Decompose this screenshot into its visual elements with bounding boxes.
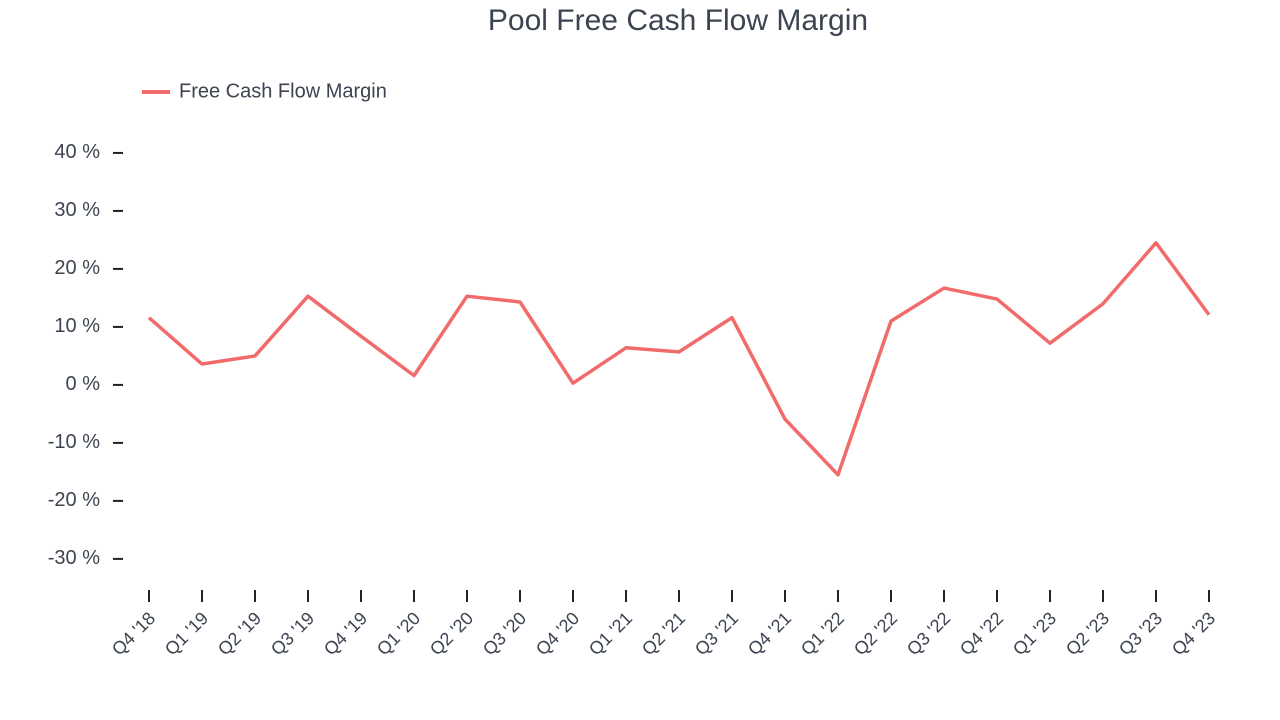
x-tick-label: Q3 '19 [267, 608, 318, 659]
x-tick-label: Q2 '22 [850, 608, 901, 659]
x-tick-label: Q1 '23 [1009, 608, 1060, 659]
y-tick-label: -20 % [48, 489, 100, 511]
x-tick-label: Q4 '22 [956, 608, 1007, 659]
x-tick-label: Q3 '21 [691, 608, 742, 659]
x-tick-label: Q4 '18 [108, 608, 159, 659]
y-tick-label: 10 % [54, 315, 100, 337]
x-tick-label: Q1 '22 [797, 608, 848, 659]
y-tick-label: 40 % [54, 141, 100, 163]
x-tick-label: Q2 '21 [638, 608, 689, 659]
x-tick-label: Q3 '22 [903, 608, 954, 659]
x-tick-label: Q3 '20 [479, 608, 530, 659]
x-tick-label: Q1 '19 [161, 608, 212, 659]
y-tick-label: -10 % [48, 431, 100, 453]
y-tick-label: 0 % [66, 373, 101, 395]
x-tick-label: Q1 '20 [373, 608, 424, 659]
x-tick-label: Q2 '19 [214, 608, 265, 659]
x-tick-label: Q3 '23 [1115, 608, 1166, 659]
series-line [147, 241, 1211, 477]
x-tick-label: Q4 '21 [744, 608, 795, 659]
y-tick-label: 20 % [54, 257, 100, 279]
x-tick-label: Q2 '20 [426, 608, 477, 659]
x-tick-label: Q2 '23 [1062, 608, 1113, 659]
y-tick-label: -30 % [48, 547, 100, 569]
chart-title: Pool Free Cash Flow Margin [488, 4, 868, 37]
x-tick-label: Q4 '20 [532, 608, 583, 659]
x-tick-label: Q4 '23 [1168, 608, 1219, 659]
legend-label: Free Cash Flow Margin [179, 80, 387, 102]
y-tick-label: 30 % [54, 199, 100, 221]
x-tick-label: Q4 '19 [320, 608, 371, 659]
x-tick-label: Q1 '21 [585, 608, 636, 659]
